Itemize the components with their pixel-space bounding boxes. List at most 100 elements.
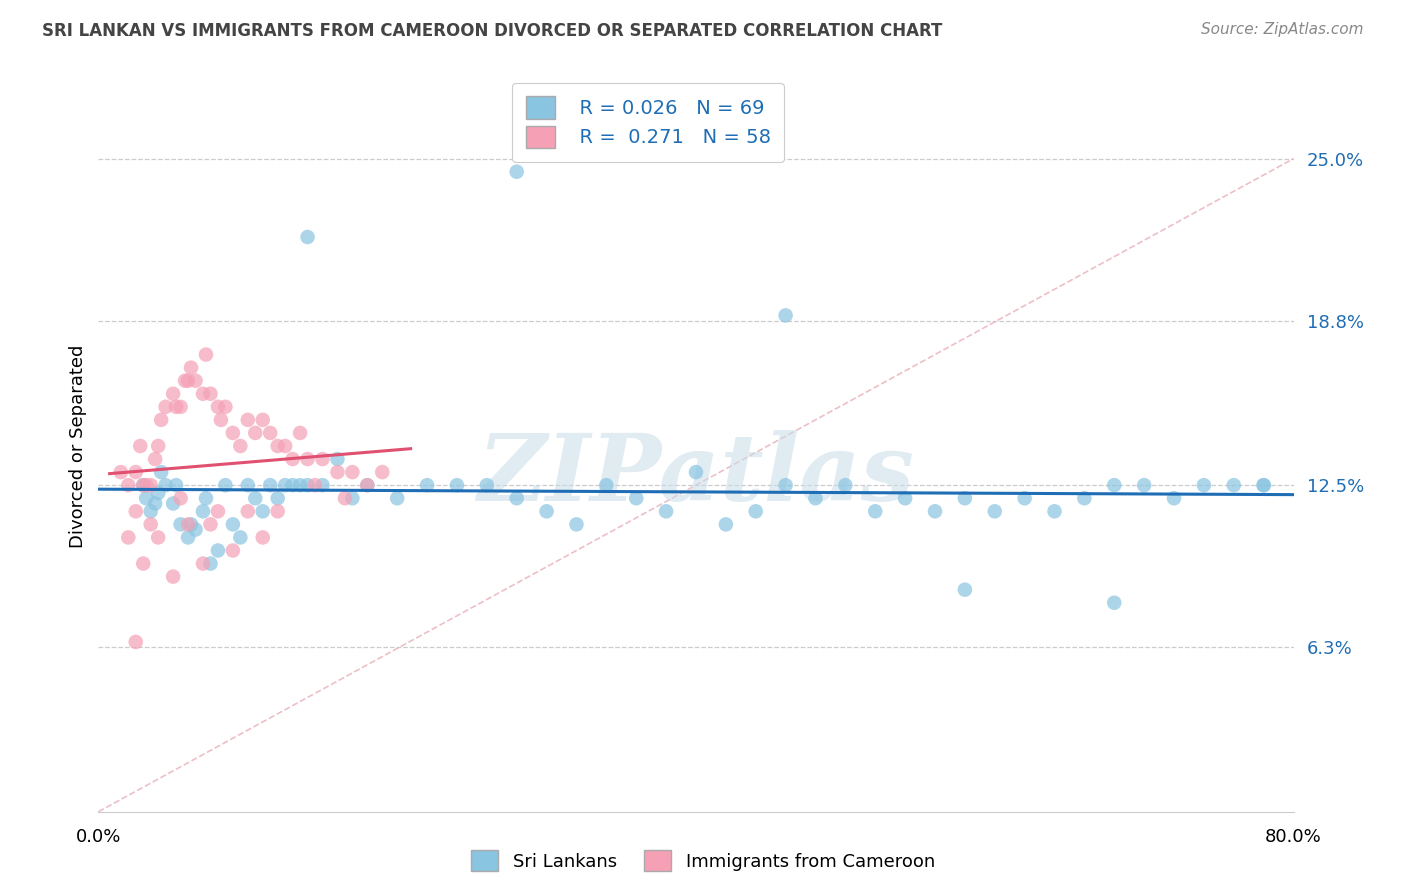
Point — [1104, 478, 1126, 492]
Point — [162, 386, 184, 401]
Point — [356, 478, 378, 492]
Point — [132, 478, 155, 492]
Point — [150, 465, 173, 479]
Point — [626, 491, 648, 506]
Point — [685, 465, 707, 479]
Point — [1253, 478, 1275, 492]
Point — [177, 517, 200, 532]
Point — [326, 465, 349, 479]
Point — [281, 452, 304, 467]
Point — [304, 478, 326, 492]
Point — [745, 504, 768, 518]
Point — [222, 517, 245, 532]
Point — [143, 452, 166, 467]
Point — [924, 504, 946, 518]
Point — [259, 478, 281, 492]
Point — [150, 413, 173, 427]
Point — [1253, 478, 1275, 492]
Point — [132, 478, 155, 492]
Point — [229, 530, 252, 544]
Point — [1043, 504, 1066, 518]
Point — [506, 491, 529, 506]
Point — [475, 478, 498, 492]
Point — [274, 478, 297, 492]
Point — [984, 504, 1007, 518]
Point — [1192, 478, 1215, 492]
Point — [385, 491, 409, 506]
Point — [252, 530, 274, 544]
Point — [222, 425, 245, 440]
Point — [288, 478, 311, 492]
Point — [267, 491, 290, 506]
Point — [714, 517, 737, 532]
Text: Source: ZipAtlas.com: Source: ZipAtlas.com — [1201, 22, 1364, 37]
Point — [200, 386, 222, 401]
Point — [953, 582, 976, 597]
Point — [125, 635, 148, 649]
Point — [139, 478, 162, 492]
Point — [775, 309, 797, 323]
Point — [135, 478, 157, 492]
Point — [177, 374, 200, 388]
Point — [139, 517, 162, 532]
Point — [311, 452, 333, 467]
Point — [155, 478, 177, 492]
Text: SRI LANKAN VS IMMIGRANTS FROM CAMEROON DIVORCED OR SEPARATED CORRELATION CHART: SRI LANKAN VS IMMIGRANTS FROM CAMEROON D… — [42, 22, 942, 40]
Point — [191, 557, 214, 571]
Point — [953, 491, 976, 506]
Point — [311, 478, 333, 492]
Point — [117, 478, 139, 492]
Point — [169, 517, 191, 532]
Point — [214, 400, 236, 414]
Point — [200, 557, 222, 571]
Point — [165, 400, 187, 414]
Point — [342, 465, 364, 479]
Point — [139, 504, 162, 518]
Y-axis label: Divorced or Separated: Divorced or Separated — [69, 344, 87, 548]
Point — [865, 504, 887, 518]
Point — [1223, 478, 1246, 492]
Point — [267, 504, 290, 518]
Point — [155, 400, 177, 414]
Point — [207, 400, 229, 414]
Point — [245, 425, 267, 440]
Point — [165, 478, 187, 492]
Point — [1133, 478, 1156, 492]
Point — [371, 465, 394, 479]
Point — [195, 491, 218, 506]
Point — [169, 400, 191, 414]
Point — [195, 348, 218, 362]
Point — [191, 504, 214, 518]
Point — [222, 543, 245, 558]
Legend:   R = 0.026   N = 69,   R =  0.271   N = 58: R = 0.026 N = 69, R = 0.271 N = 58 — [512, 83, 785, 161]
Point — [214, 478, 236, 492]
Point — [209, 413, 232, 427]
Point — [180, 517, 202, 532]
Point — [595, 478, 617, 492]
Point — [148, 530, 170, 544]
Point — [236, 504, 259, 518]
Point — [162, 569, 184, 583]
Point — [536, 504, 558, 518]
Point — [252, 504, 274, 518]
Point — [207, 504, 229, 518]
Point — [281, 478, 304, 492]
Point — [177, 530, 200, 544]
Point — [333, 491, 356, 506]
Point — [252, 413, 274, 427]
Point — [245, 491, 267, 506]
Point — [356, 478, 378, 492]
Point — [236, 413, 259, 427]
Point — [184, 523, 207, 537]
Point — [326, 452, 349, 467]
Point — [169, 491, 191, 506]
Point — [297, 230, 319, 244]
Point — [229, 439, 252, 453]
Point — [274, 439, 297, 453]
Point — [174, 374, 197, 388]
Point — [132, 557, 155, 571]
Point — [162, 496, 184, 510]
Point — [180, 360, 202, 375]
Point — [184, 374, 207, 388]
Point — [506, 164, 529, 178]
